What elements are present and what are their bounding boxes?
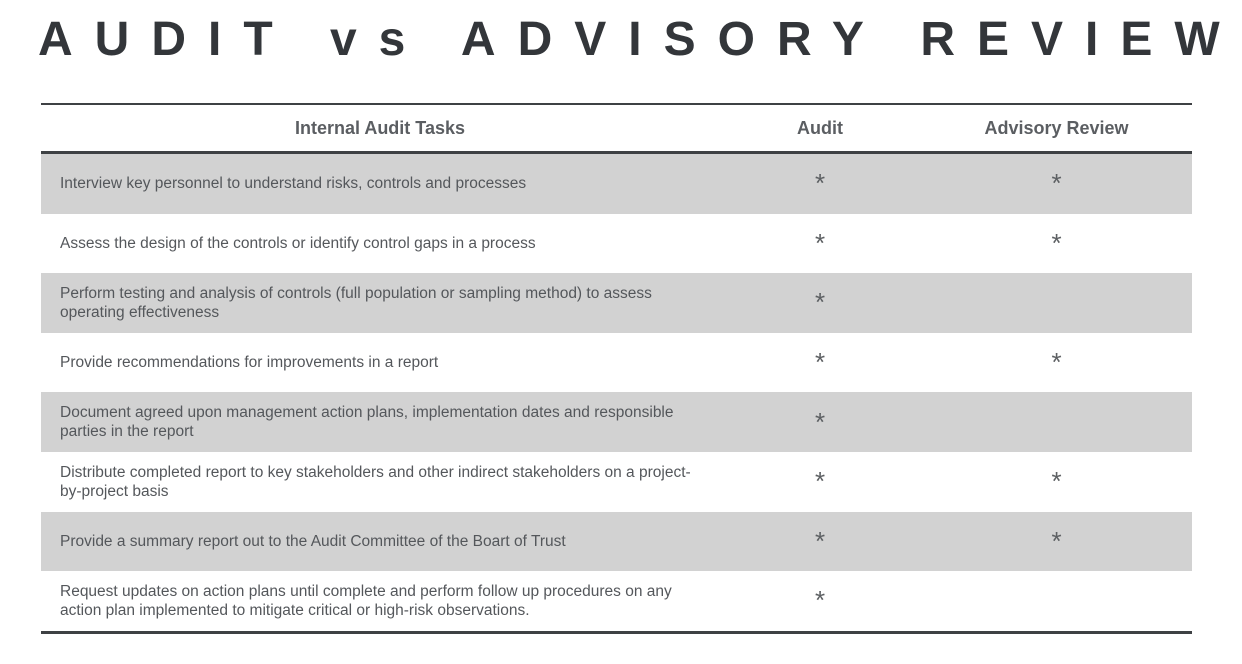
advisory-mark: * bbox=[1051, 525, 1062, 556]
table-row: Document agreed upon management action p… bbox=[41, 392, 1192, 452]
advisory-mark: * bbox=[1051, 168, 1062, 199]
table-header-row: Internal Audit Tasks Audit Advisory Revi… bbox=[41, 105, 1192, 154]
task-cell: Assess the design of the controls or ide… bbox=[60, 234, 536, 252]
task-cell: Document agreed upon management action p… bbox=[60, 404, 674, 441]
task-cell: Provide recommendations for improvements… bbox=[60, 354, 439, 372]
task-cell: Interview key personnel to understand ri… bbox=[60, 175, 527, 193]
column-header-tasks: Internal Audit Tasks bbox=[294, 117, 466, 138]
advisory-mark: * bbox=[1051, 227, 1062, 258]
page-title: AUDIT vs ADVISORY REVIEW bbox=[38, 13, 1242, 66]
task-cell: Perform testing and analysis of controls… bbox=[60, 284, 652, 321]
audit-mark: * bbox=[814, 227, 826, 258]
audit-mark: * bbox=[814, 585, 826, 616]
audit-mark: * bbox=[814, 287, 826, 318]
table-row: Perform testing and analysis of controls… bbox=[41, 273, 1192, 333]
table-row: Interview key personnel to understand ri… bbox=[41, 154, 1192, 214]
table-row: Provide a summary report out to the Audi… bbox=[41, 511, 1192, 572]
advisory-mark: * bbox=[1051, 347, 1062, 378]
task-cell: Provide a summary report out to the Audi… bbox=[60, 532, 566, 550]
audit-mark: * bbox=[814, 525, 826, 556]
table-row: Distribute completed report to key stake… bbox=[41, 452, 1192, 512]
comparison-table: Internal Audit Tasks Audit Advisory Revi… bbox=[41, 103, 1192, 634]
audit-mark: * bbox=[814, 347, 826, 378]
advisory-mark: * bbox=[1051, 466, 1062, 497]
audit-mark: * bbox=[814, 168, 826, 199]
table-row: Assess the design of the controls or ide… bbox=[41, 214, 1192, 274]
audit-mark: * bbox=[814, 406, 826, 437]
task-cell: Distribute completed report to key stake… bbox=[60, 463, 691, 500]
table-row: Request updates on action plans until co… bbox=[41, 571, 1192, 631]
task-cell: Request updates on action plans until co… bbox=[60, 582, 672, 619]
table-row: Provide recommendations for improvements… bbox=[41, 333, 1192, 393]
column-header-advisory: Advisory Review bbox=[984, 117, 1129, 138]
audit-mark: * bbox=[814, 466, 826, 497]
column-header-audit: Audit bbox=[797, 117, 843, 138]
